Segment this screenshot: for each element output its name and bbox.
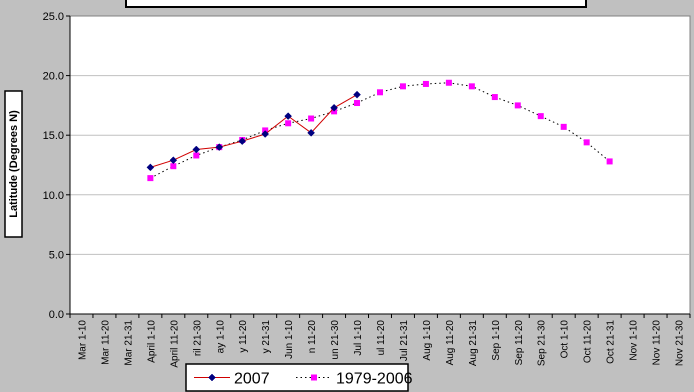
x-tick-label: April 11-20 <box>169 320 180 368</box>
x-tick-label: Mar 11-20 <box>100 320 111 365</box>
data-point <box>208 373 216 382</box>
y-axis: 0.0 5.0 10.0 15.0 20.0 25.0 <box>43 11 71 321</box>
data-point <box>422 80 429 87</box>
data-point <box>399 83 406 90</box>
x-axis: Mar 1-10 Mar 11-20 Mar 21-31 April 1-10 Apri… <box>69 313 691 368</box>
data-point <box>514 102 521 109</box>
legend-entry: 1979-2006 <box>296 371 413 388</box>
x-tick-label: Aug 11-20 <box>445 320 456 366</box>
x-tick-label: Jun 1-10 <box>284 320 295 359</box>
data-point <box>560 123 567 130</box>
x-tick-label: n 11-20 <box>307 320 318 354</box>
y-tick-label: 10.0 <box>43 190 64 202</box>
legend: 2007 1979-2006 <box>185 363 413 392</box>
series-line <box>150 82 610 179</box>
data-point <box>146 163 155 172</box>
title-box <box>125 0 587 8</box>
data-point <box>468 83 475 90</box>
data-point <box>308 115 315 122</box>
x-tick-label: Mar 1-10 <box>77 320 88 360</box>
data-point <box>261 130 270 138</box>
data-point <box>353 90 361 99</box>
data-point <box>330 103 338 112</box>
series-2007 <box>146 90 361 172</box>
data-point <box>583 139 590 146</box>
series-line <box>150 94 358 168</box>
gridlines <box>70 75 690 255</box>
data-point <box>354 100 361 107</box>
x-tick-label: un 21-30 <box>330 320 341 360</box>
x-tick-label: ay 1-10 <box>215 320 226 354</box>
x-tick-label: ril 21-30 <box>192 320 203 357</box>
x-tick-label: Jul 21-31 <box>399 320 410 362</box>
x-tick-label: Sep 11-20 <box>514 320 525 366</box>
x-tick-label: Oct 21-31 <box>606 320 617 364</box>
data-point <box>169 156 178 165</box>
data-point <box>215 143 224 151</box>
y-tick-label: 15.0 <box>43 130 64 142</box>
x-tick-label: Aug 1-10 <box>422 320 433 361</box>
data-point <box>192 145 201 154</box>
data-point <box>284 112 293 120</box>
data-point <box>311 374 317 381</box>
x-tick-label: Sep 1-10 <box>491 320 502 361</box>
data-point <box>238 137 247 146</box>
x-tick-label: April 1-10 <box>146 320 157 363</box>
x-tick-label: Nov 1-10 <box>629 320 640 361</box>
data-point <box>285 120 292 127</box>
x-tick-label: Jul 1-10 <box>353 320 364 356</box>
x-tick-label: Oct 1-10 <box>560 320 571 359</box>
y-tick-label: 25.0 <box>43 11 64 23</box>
y-tick-label: 0.0 <box>49 309 64 321</box>
x-tick-label: Oct 11-20 <box>583 320 594 364</box>
legend-label: 1979-2006 <box>336 371 413 388</box>
x-tick-label: Nov 11-20 <box>652 320 663 366</box>
x-tick-label: Aug 21-31 <box>468 320 479 367</box>
data-point <box>193 152 200 159</box>
data-point <box>606 158 613 165</box>
data-point <box>445 79 452 86</box>
plot-area <box>69 15 691 315</box>
y-axis-label: Latitude (Degrees N) <box>8 110 20 218</box>
x-tick-label: ul 11-20 <box>376 320 387 356</box>
data-point <box>377 89 383 96</box>
x-tick-label: y 11-20 <box>238 320 249 353</box>
x-tick-label: y 21-31 <box>261 320 272 354</box>
x-tick-label: Nov 21-30 <box>675 320 686 367</box>
y-tick-label: 5.0 <box>49 249 64 261</box>
data-point <box>147 175 154 182</box>
data-point <box>307 128 315 137</box>
legend-label: 2007 <box>234 371 270 388</box>
y-axis-label-box <box>4 90 23 238</box>
data-point <box>170 163 177 170</box>
data-point <box>491 94 498 101</box>
y-tick-label: 20.0 <box>43 71 64 83</box>
legend-entry: 2007 <box>194 371 270 388</box>
x-tick-label: Mar 21-31 <box>123 320 134 366</box>
data-point <box>537 113 544 120</box>
series-group <box>146 79 613 182</box>
x-tick-label: Sep 21-30 <box>537 320 548 367</box>
